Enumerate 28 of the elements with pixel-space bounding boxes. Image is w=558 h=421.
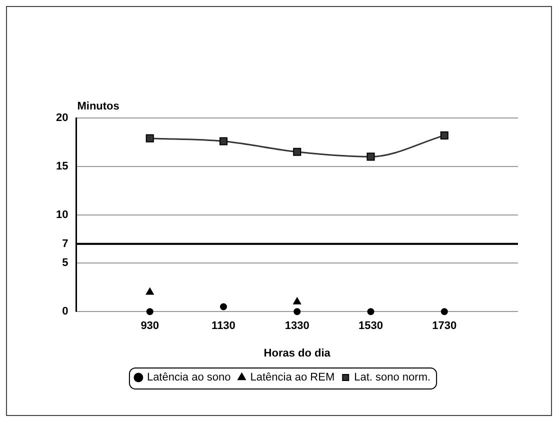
point xyxy=(146,288,154,295)
x-tick-label: 1530 xyxy=(358,320,383,332)
point xyxy=(293,148,302,156)
legend-label: Latência ao sono xyxy=(146,372,231,384)
x-tick-label: 1130 xyxy=(212,320,236,332)
point xyxy=(294,308,301,316)
point xyxy=(219,137,228,146)
point xyxy=(366,152,375,161)
x-axis-title: Horas do dia xyxy=(264,347,332,360)
point xyxy=(146,308,154,316)
y-tick-label: 0 xyxy=(62,306,68,318)
point xyxy=(440,308,448,316)
point xyxy=(220,303,227,310)
y-tick-label: 5 xyxy=(62,257,68,270)
point xyxy=(146,134,154,142)
y-tick-label: 10 xyxy=(56,208,68,221)
point xyxy=(293,297,302,304)
legend-label: Latência ao REM xyxy=(250,372,335,384)
legend-label: Lat. sono norm. xyxy=(354,372,431,384)
y-tick-label: 7 xyxy=(62,238,68,250)
y-tick-label: 20 xyxy=(56,112,68,124)
point xyxy=(367,308,374,316)
x-tick-label: 930 xyxy=(140,320,160,332)
x-tick-label: 1330 xyxy=(284,320,310,332)
point xyxy=(440,131,448,140)
y-tick-label: 15 xyxy=(56,160,68,172)
y-axis-title: Minutos xyxy=(77,100,120,113)
x-tick-label: 1730 xyxy=(432,320,457,332)
